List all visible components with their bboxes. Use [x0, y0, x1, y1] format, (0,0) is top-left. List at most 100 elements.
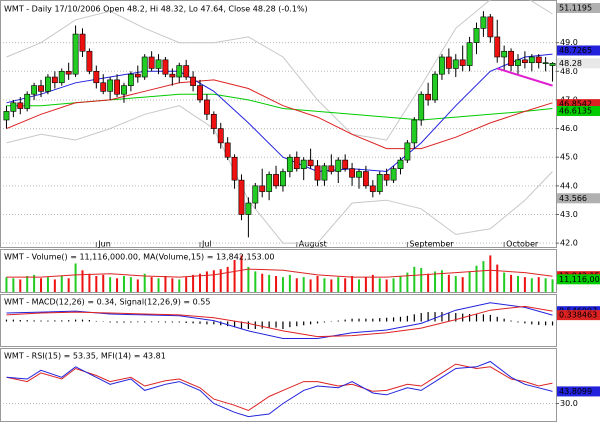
- value-box: [557, 58, 600, 69]
- histogram-bar: [420, 313, 422, 322]
- candle-body: [155, 59, 162, 69]
- volume-bar: [537, 277, 540, 292]
- candle-body: [521, 59, 528, 64]
- candle-body: [86, 50, 93, 72]
- volume-bar: [275, 276, 278, 292]
- candle-body: [418, 93, 425, 121]
- histogram-bar: [185, 321, 187, 324]
- candle-body: [190, 76, 197, 86]
- price-panel-frame: [0, 0, 557, 248]
- volume-bar: [482, 261, 485, 292]
- candle-body: [494, 36, 501, 58]
- histogram-bar: [496, 316, 498, 322]
- histogram-bar: [199, 321, 201, 324]
- volume-bar: [385, 279, 388, 292]
- volume-bar: [40, 278, 43, 292]
- panel-title: WMT - RSI(15) = 53.35, MFI(14) = 43.81: [4, 352, 166, 361]
- volume-bar: [254, 271, 257, 292]
- candle-body: [349, 168, 356, 178]
- candle-body: [231, 156, 238, 181]
- volume-bar: [323, 278, 326, 292]
- histogram-bar: [510, 320, 512, 322]
- volume-bar: [475, 265, 478, 292]
- volume-bar: [19, 279, 22, 292]
- panel-title: WMT - MACD(12,26) = 0.34, Signal(12,26,9…: [4, 298, 210, 307]
- candle-body: [58, 71, 65, 84]
- histogram-bar: [40, 320, 42, 322]
- candle-body: [487, 16, 494, 38]
- value-box-label: 46.8542: [559, 100, 592, 109]
- volume-bar: [510, 274, 513, 292]
- value-box: [557, 310, 600, 321]
- candle-body: [176, 65, 183, 78]
- candle-body: [383, 174, 390, 181]
- histogram-bar: [192, 321, 194, 324]
- value-box-label: 51.1195: [559, 4, 592, 13]
- volume-bar: [212, 270, 215, 292]
- candle-body: [93, 71, 100, 84]
- volume-bar: [392, 278, 395, 292]
- panel-title: WMT - Daily 17/10/2006 Open 48.2, Hi 48.…: [4, 5, 308, 14]
- candle-body: [376, 174, 383, 192]
- candle-body: [473, 28, 480, 43]
- candle-body: [542, 62, 549, 65]
- volume-bar: [233, 260, 236, 292]
- histogram-bar: [88, 319, 91, 322]
- volume-bar: [143, 273, 146, 292]
- volume-bar: [420, 268, 423, 292]
- histogram-bar: [503, 318, 505, 322]
- candle-body: [439, 56, 445, 75]
- candle-body: [210, 113, 217, 129]
- volume-bar: [219, 269, 222, 292]
- volume-bar: [192, 274, 195, 292]
- volume-bar: [461, 277, 464, 292]
- candle-body: [217, 128, 224, 144]
- candle-body: [273, 174, 279, 187]
- candle-body: [321, 165, 328, 181]
- value-box: [557, 274, 600, 285]
- indicator-line: [6, 0, 553, 141]
- candle-body: [528, 56, 535, 64]
- candle-body: [508, 50, 514, 66]
- volume-bar: [46, 277, 49, 292]
- candle-body: [245, 202, 252, 215]
- y-tick-label: 49.0: [560, 38, 578, 47]
- histogram-bar: [33, 320, 35, 322]
- histogram-bar: [261, 321, 263, 329]
- candle-body: [501, 50, 508, 58]
- histogram-bar: [68, 320, 70, 322]
- value-box-label: 0.338463: [559, 311, 597, 320]
- volume-bar: [496, 264, 499, 292]
- value-box-label: 43.8099: [559, 387, 592, 396]
- histogram-bar: [517, 321, 519, 323]
- value-box: [557, 106, 600, 117]
- candle-body: [114, 79, 120, 95]
- indicator-line: [6, 79, 553, 150]
- volume-bar: [12, 278, 15, 292]
- rsi-panel-frame: [0, 348, 557, 422]
- histogram-bar: [54, 320, 56, 322]
- histogram-bar: [316, 321, 319, 324]
- histogram-bar: [81, 319, 84, 322]
- histogram-bar: [289, 321, 291, 328]
- volume-bar: [157, 278, 160, 292]
- candle-body: [238, 179, 245, 215]
- volume-bar: [185, 277, 188, 292]
- volume-bar: [129, 277, 132, 292]
- volume-bar: [344, 278, 347, 292]
- histogram-bar: [551, 321, 554, 326]
- trendline: [496, 67, 553, 87]
- candle-body: [390, 168, 397, 181]
- histogram-bar: [531, 321, 533, 325]
- volume-bar: [240, 255, 243, 292]
- candle-body: [411, 119, 418, 144]
- volume-bar: [371, 274, 374, 292]
- volume-bar: [199, 273, 202, 292]
- value-box-label: 43.566: [559, 194, 587, 203]
- candle-body: [203, 99, 210, 115]
- candle-body: [31, 85, 38, 95]
- volume-bar: [406, 272, 409, 292]
- volume-bar: [427, 273, 430, 292]
- candle-body: [515, 59, 521, 66]
- histogram-bar: [164, 321, 167, 323]
